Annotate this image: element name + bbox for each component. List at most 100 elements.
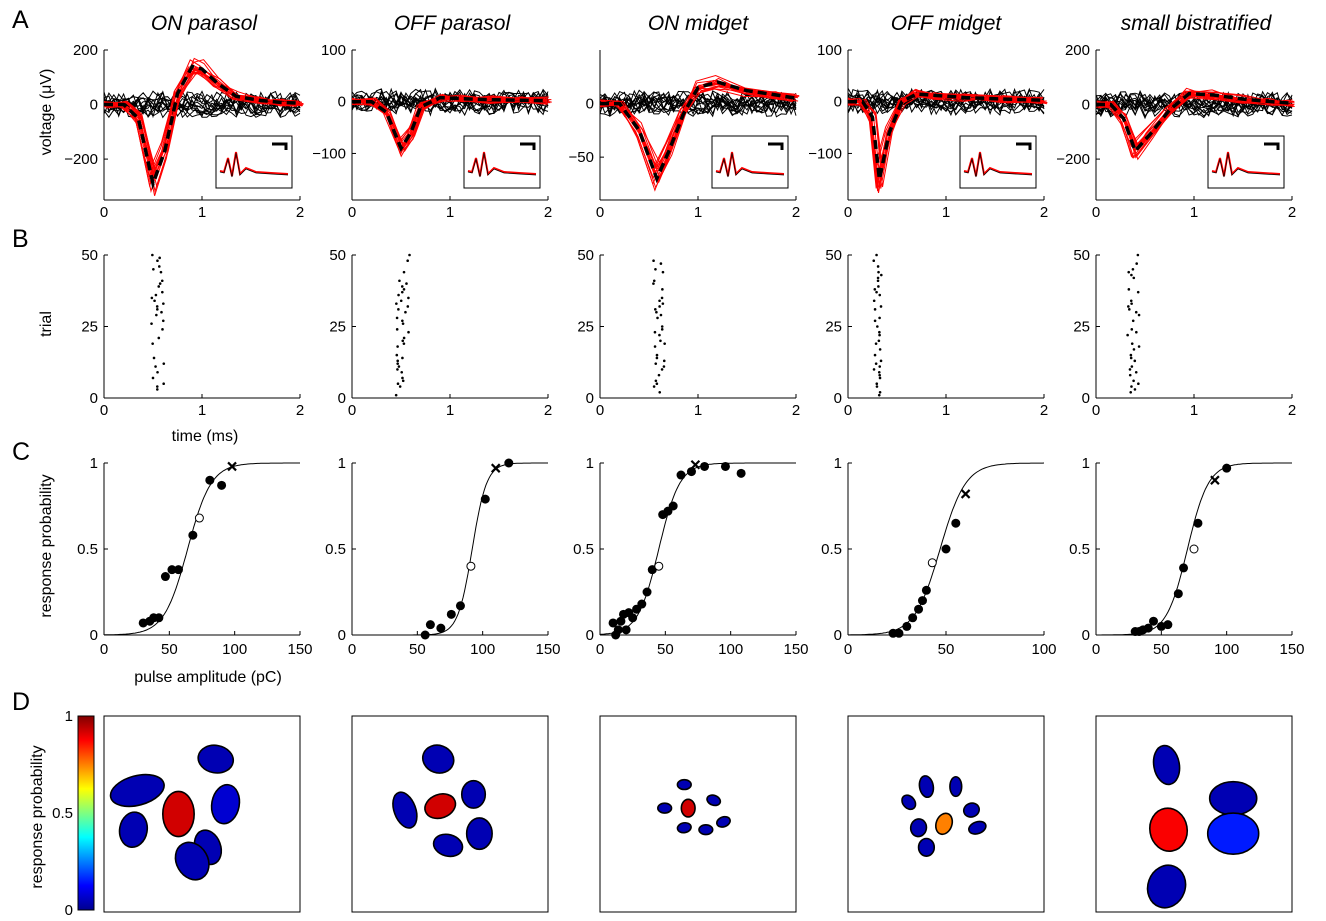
spike-dot: [1137, 313, 1141, 317]
colorbar-tick-label: 0.5: [52, 805, 73, 822]
receptive-field-ellipse: [935, 812, 954, 836]
data-point: [154, 613, 164, 623]
y-tick-label: 100: [321, 42, 346, 59]
spike-dot: [155, 305, 159, 308]
x-tick-label: 1: [198, 204, 206, 221]
panel-c-2: 0 0.5 1 0 50 100 150: [573, 455, 808, 658]
y-tick-label: −50: [569, 149, 594, 166]
data-point: [1222, 463, 1232, 473]
fit-curve: [352, 462, 548, 636]
spike-dot: [658, 390, 662, 394]
x-tick-label: 100: [1031, 641, 1056, 658]
y-tick-label: 0: [338, 390, 346, 407]
panel-d: 10.50: [52, 708, 1293, 919]
spike-dot: [401, 339, 405, 343]
x-tick-label: 0: [596, 641, 604, 658]
spike-dot: [873, 319, 877, 323]
x-tick-label: 2: [792, 402, 800, 419]
data-point: [455, 601, 465, 611]
nonevoked-trace: [599, 91, 797, 117]
data-point: [642, 587, 652, 597]
inset-trace: [219, 152, 289, 178]
spike-dot: [652, 385, 656, 388]
highlight-point-open: [654, 561, 664, 571]
receptive-field-ellipse: [1206, 812, 1260, 855]
highlight-point-open: [466, 561, 476, 571]
mosaic-box: [1095, 715, 1293, 913]
spike-dot: [662, 365, 666, 368]
spike-dot: [1130, 385, 1133, 388]
data-point: [720, 461, 730, 471]
nonevoked-trace: [103, 91, 301, 119]
spike-dot: [1136, 253, 1140, 257]
y-tick-label: 25: [81, 319, 98, 336]
receptive-field-ellipse: [460, 779, 487, 809]
spike-dot: [659, 313, 663, 317]
receptive-field-ellipse: [949, 775, 963, 798]
y-tick-label: 0.5: [573, 541, 594, 558]
x-tick-label: 150: [535, 641, 560, 658]
evoked-trace: [103, 70, 300, 178]
receptive-field-ellipse: [197, 744, 235, 774]
x-tick-label: 50: [938, 641, 955, 658]
spike-dot: [1131, 319, 1135, 323]
receptive-field-ellipse: [421, 744, 455, 774]
spike-dot: [1131, 268, 1135, 271]
y-tick-label: −200: [64, 151, 98, 168]
spike-dot: [398, 385, 402, 388]
c-xlabel: pulse amplitude (pC): [134, 669, 282, 686]
y-tick-label: 0: [90, 390, 98, 407]
scale-bar: [1016, 142, 1032, 150]
y-tick-label: 0: [834, 390, 842, 407]
spike-dot: [1127, 270, 1131, 274]
x-tick-label: 1: [694, 402, 702, 419]
spike-dot: [1132, 348, 1136, 351]
x-tick-label: 1: [446, 402, 454, 419]
y-tick-label: 0: [90, 97, 98, 114]
receptive-field-ellipse: [109, 773, 165, 808]
spike-dot: [156, 259, 159, 263]
receptive-field-ellipse: [901, 794, 917, 811]
fit-curve: [848, 462, 1045, 636]
x-tick-label: 1: [942, 204, 950, 221]
spike-dot: [1132, 276, 1136, 280]
x-tick-label: 2: [1040, 204, 1048, 221]
spike-dot: [401, 356, 404, 360]
spike-dot: [156, 388, 159, 391]
y-tick-label: 0: [1082, 97, 1090, 114]
x-tick-label: 150: [783, 641, 808, 658]
spike-dot: [1134, 310, 1138, 314]
spike-dot: [1126, 333, 1129, 337]
data-point: [480, 494, 490, 504]
data-point: [205, 475, 215, 485]
spike-dot: [396, 362, 399, 365]
spike-dot: [407, 330, 410, 334]
colorbar-tick-label: 0: [65, 902, 73, 919]
spike-dot: [156, 308, 159, 311]
mean-trace: [352, 95, 549, 153]
spike-dot: [1129, 390, 1133, 394]
spike-dot: [653, 345, 657, 348]
spike-dot: [654, 308, 657, 311]
spike-dot: [880, 273, 883, 277]
spike-dot: [872, 259, 876, 263]
spike-dot: [1129, 356, 1133, 360]
panel-d-3: [847, 715, 1045, 913]
spike-dot: [878, 373, 881, 377]
spike-dot: [879, 305, 883, 308]
scale-bar: [272, 142, 288, 150]
highlight-point-cross: [1210, 475, 1220, 485]
y-tick-label: 0: [338, 627, 346, 644]
x-tick-label: 0: [596, 204, 604, 221]
panel-d-2: [599, 715, 797, 913]
colorbar: [77, 715, 95, 911]
spike-dot: [873, 353, 877, 357]
x-tick-label: 150: [287, 641, 312, 658]
data-point: [736, 468, 746, 478]
spike-dot: [1130, 365, 1134, 368]
spike-dot: [876, 279, 880, 283]
nonevoked-trace: [351, 90, 549, 117]
spike-dot: [399, 299, 403, 303]
inset-trace: [963, 152, 1033, 178]
